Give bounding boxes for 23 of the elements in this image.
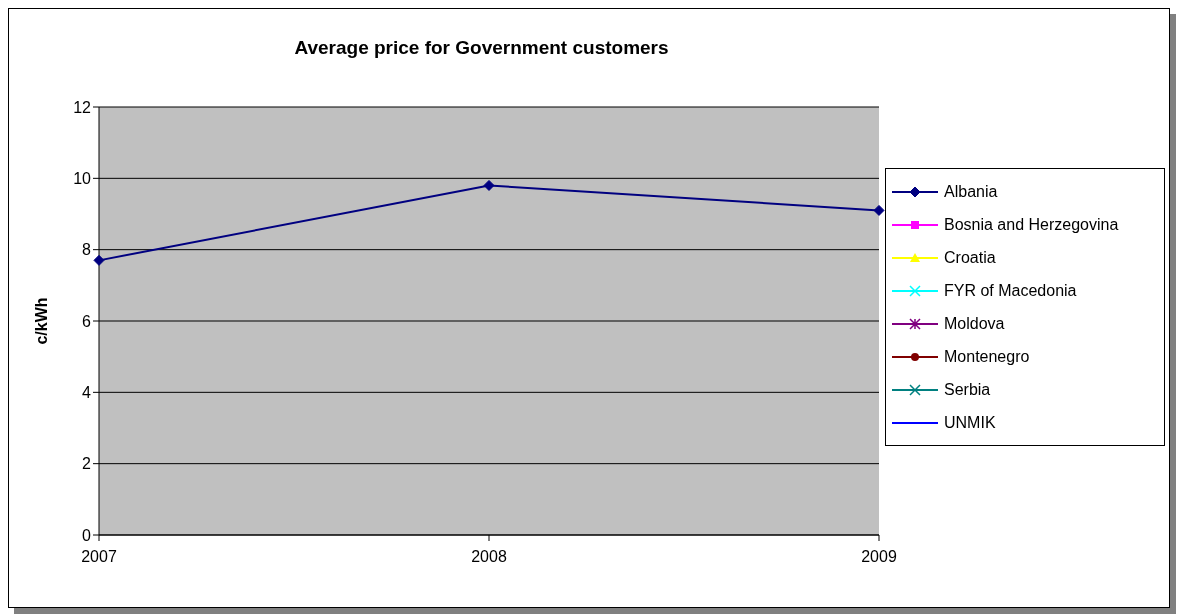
x-tick-label: 2009 <box>861 548 897 566</box>
legend-label: Albania <box>944 182 998 201</box>
legend-label: UNMIK <box>944 413 996 432</box>
legend-label: Serbia <box>944 380 991 399</box>
x-tick-label: 2007 <box>81 548 117 566</box>
x-tick-label: 2008 <box>471 548 507 566</box>
point <box>873 204 885 216</box>
point <box>93 254 105 266</box>
y-tick-label: 8 <box>82 241 92 259</box>
legend-label: Croatia <box>944 248 996 267</box>
legend-label: Bosnia and Herzegovina <box>944 215 1119 234</box>
y-tick-label: 12 <box>73 98 92 116</box>
chart-title: Average price for Government customers <box>293 37 670 59</box>
legend-label: Moldova <box>944 314 1005 333</box>
y-tick-label: 2 <box>82 455 92 473</box>
legend-label: Montenegro <box>944 347 1030 366</box>
y-tick-label: 6 <box>82 312 92 330</box>
point <box>483 179 495 191</box>
y-axis-title: c/kWh <box>32 297 50 345</box>
y-tick-label: 0 <box>82 526 92 544</box>
y-tick-label: 10 <box>73 170 92 188</box>
y-tick-label: 4 <box>82 384 92 402</box>
legend-label: FYR of Macedonia <box>944 281 1077 300</box>
